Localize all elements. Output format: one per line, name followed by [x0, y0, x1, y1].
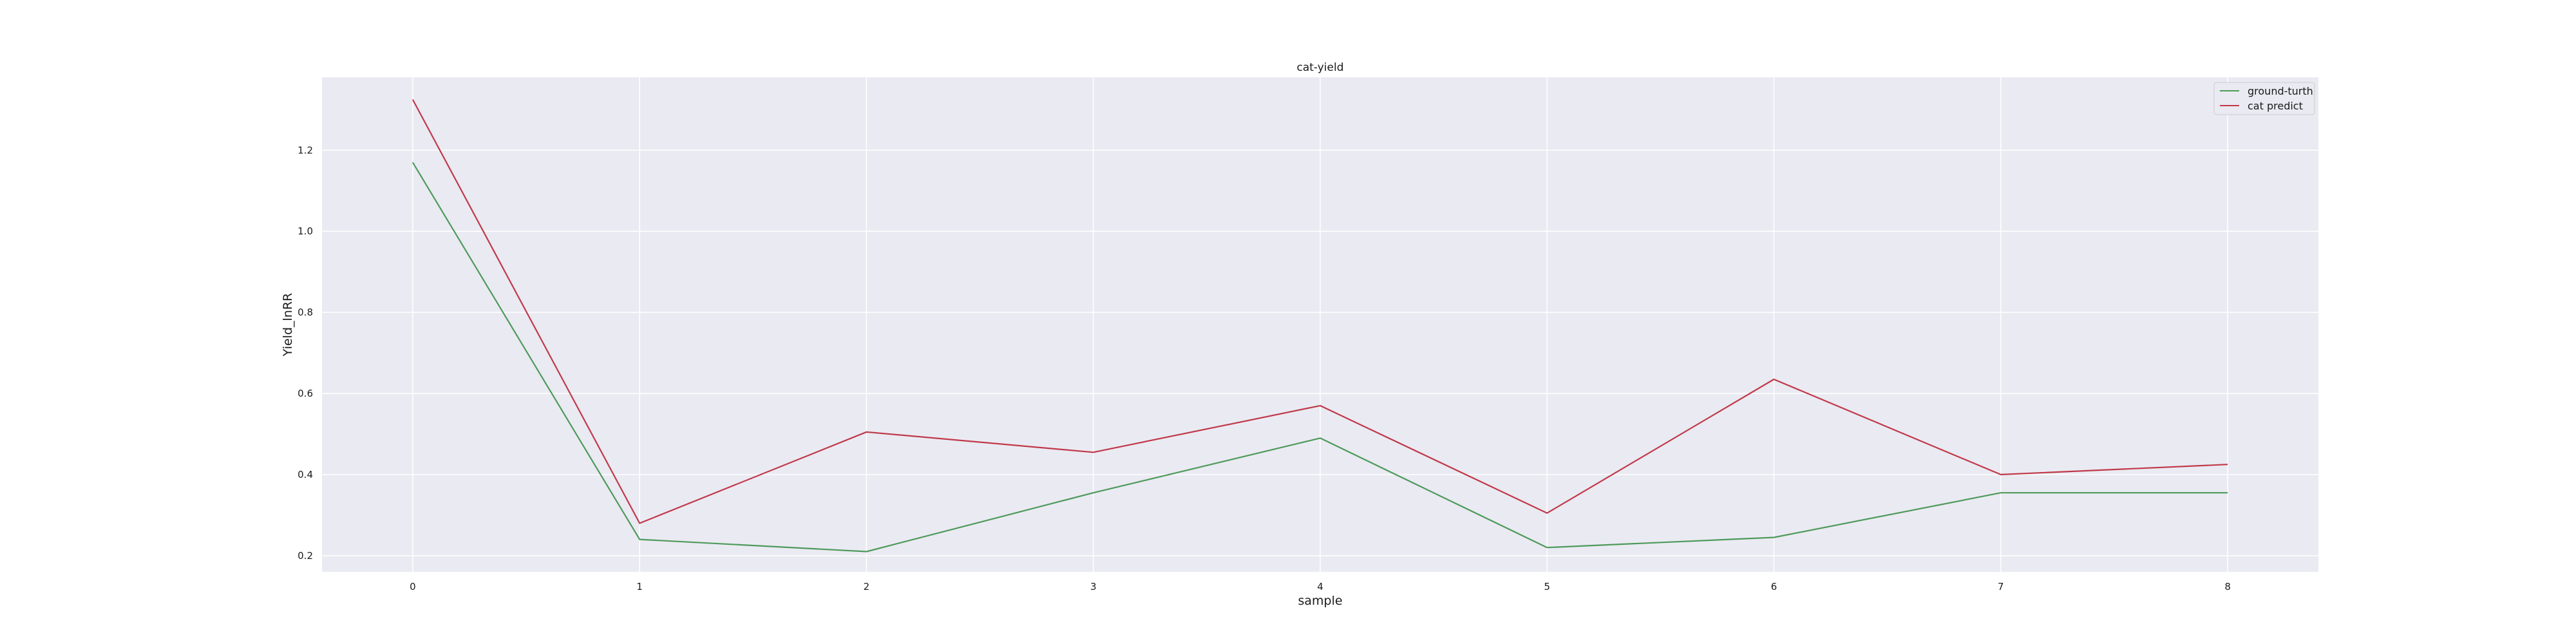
x-tick-label: 3	[1090, 581, 1097, 592]
legend-label-ground-turth: ground-turth	[2248, 85, 2313, 97]
x-tick-label: 0	[410, 581, 416, 592]
x-tick-labels: 0 1 2 3 4 5 6 7 8	[410, 581, 2231, 592]
y-tick-label: 1.0	[298, 225, 313, 237]
legend-label-cat-predict: cat predict	[2248, 100, 2303, 112]
x-tick-label: 6	[1771, 581, 1777, 592]
series-line-ground-turth	[412, 162, 2228, 553]
legend: ground-turth cat predict	[2213, 82, 2315, 115]
x-tick-label: 2	[864, 581, 870, 592]
y-tick-label: 1.2	[298, 144, 313, 156]
chart-title: cat-yield	[1296, 61, 1343, 74]
x-tick-label: 7	[1998, 581, 2004, 592]
y-tick-label: 0.8	[298, 307, 313, 318]
y-tick-label: 0.2	[298, 550, 313, 562]
x-gridlines	[412, 77, 2228, 572]
series-line-cat-predict	[412, 99, 2228, 524]
y-tick-labels: 0.2 0.4 0.6 0.8 1.0 1.2	[298, 144, 313, 562]
x-tick-label: 8	[2224, 581, 2231, 592]
x-tick-label: 5	[1544, 581, 1550, 592]
x-axis-label: sample	[1298, 594, 1342, 608]
y-gridlines	[322, 149, 2318, 556]
x-tick-label: 4	[1317, 581, 1323, 592]
y-tick-label: 0.4	[298, 469, 313, 480]
x-tick-label: 1	[636, 581, 643, 592]
series-lines	[412, 99, 2228, 553]
y-tick-label: 0.6	[298, 388, 313, 399]
y-axis-label: Yield_lnRR	[281, 293, 295, 357]
